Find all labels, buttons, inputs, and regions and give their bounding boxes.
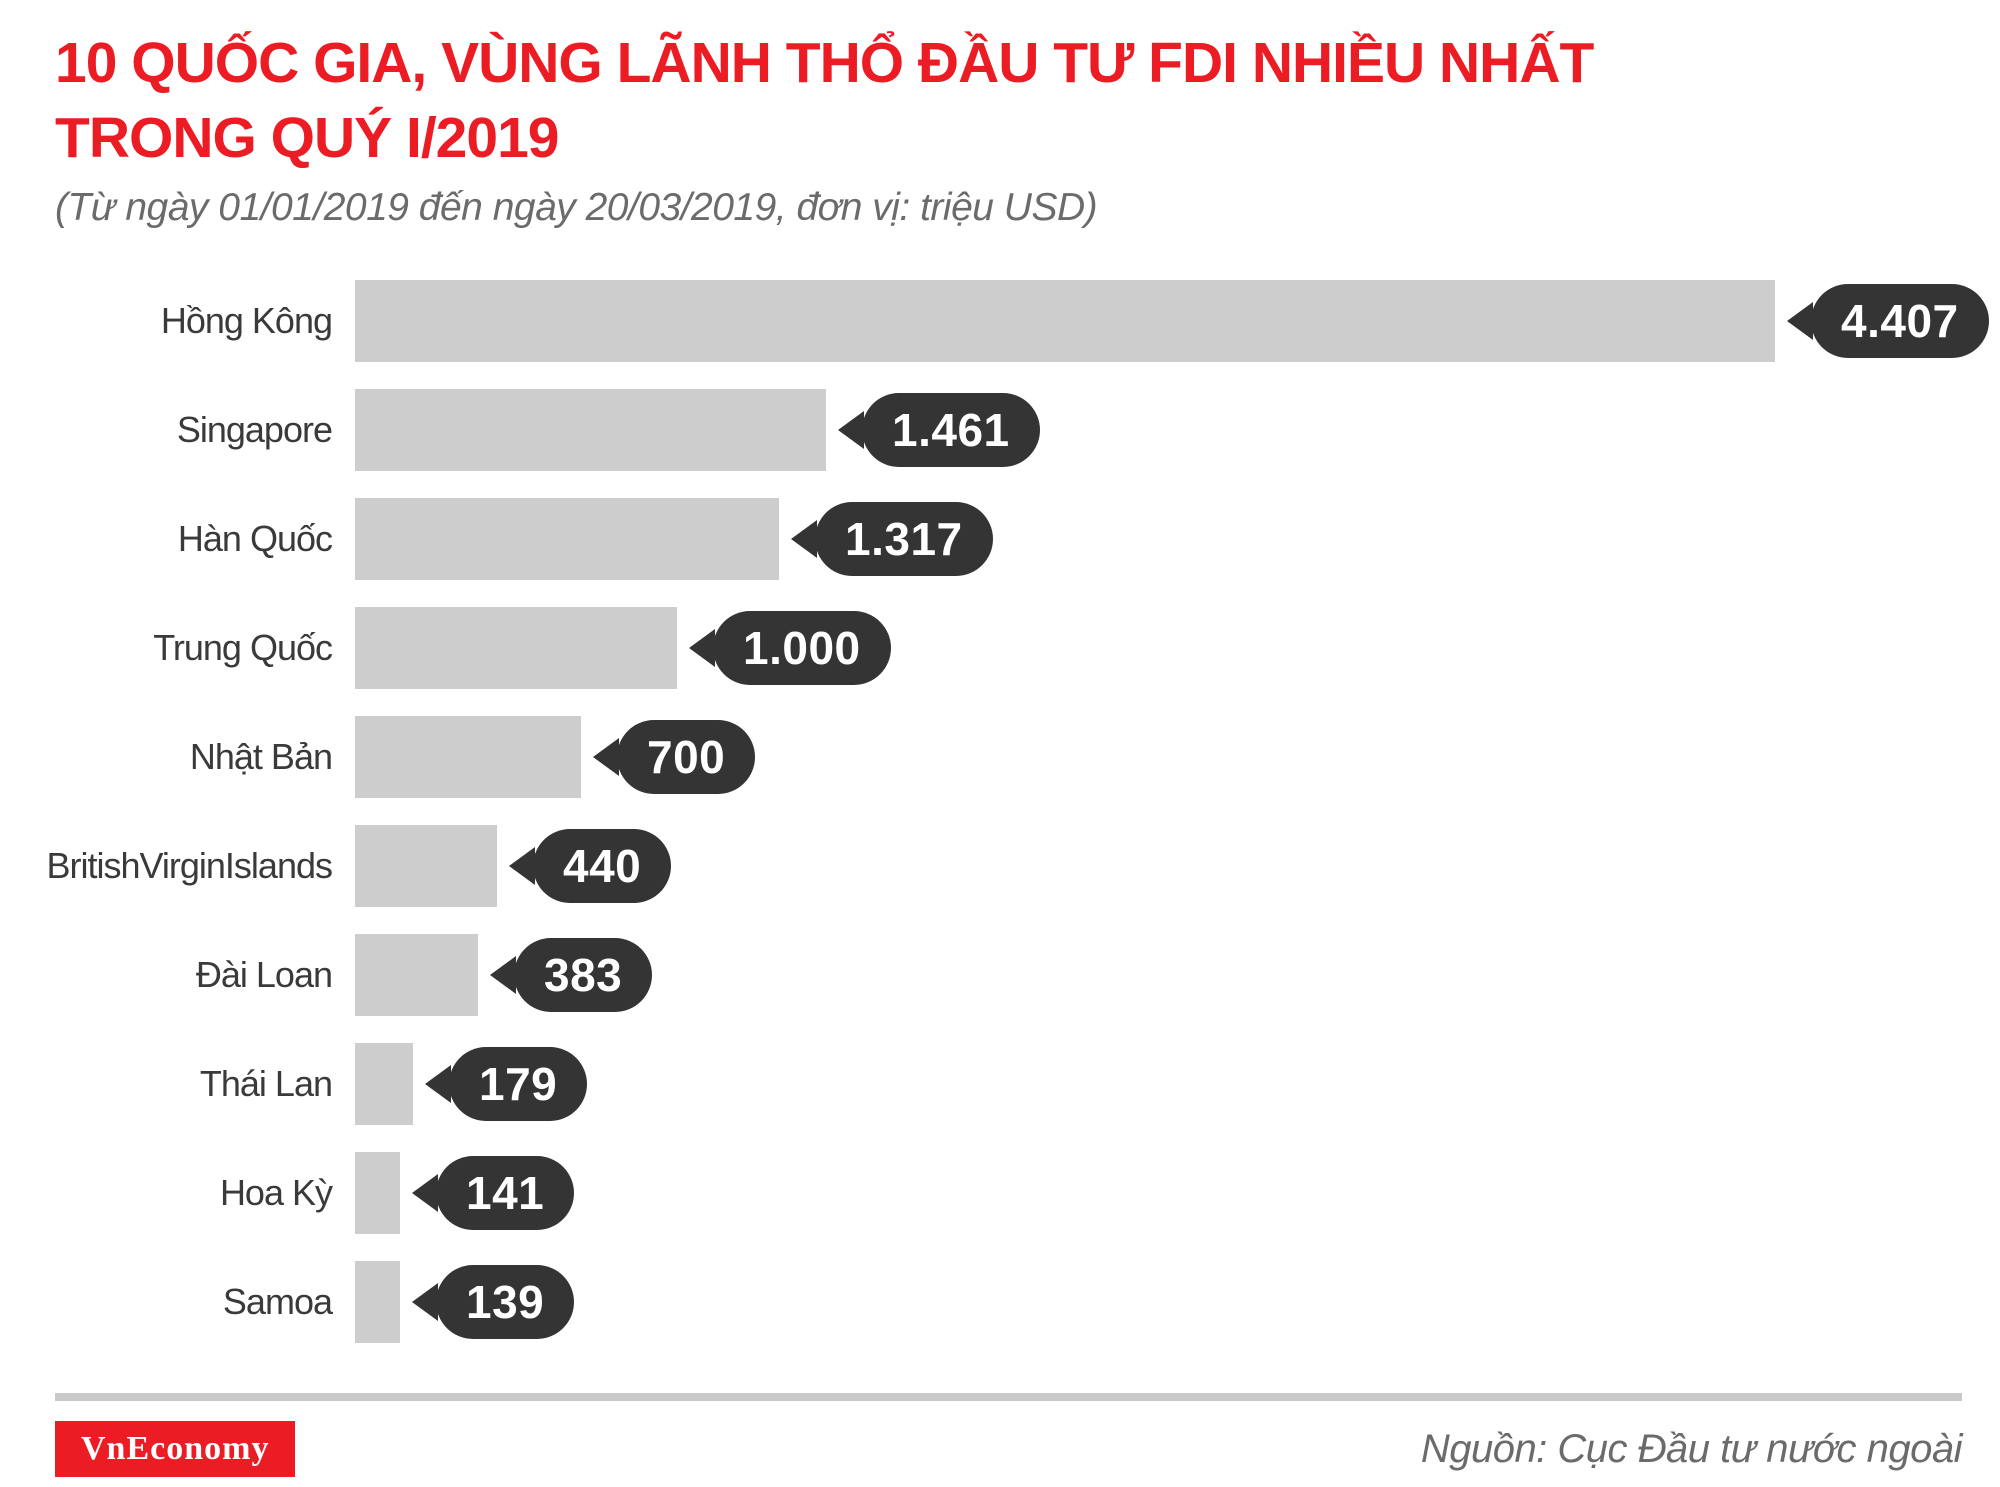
callout-tail-icon xyxy=(509,847,535,886)
footer-bar: VnEconomy Nguồn: Cục Đầu tư nước ngoài xyxy=(55,1421,1963,1477)
vneconomy-logo: VnEconomy xyxy=(55,1421,296,1477)
bar xyxy=(355,280,1775,363)
value-callout: 139 xyxy=(412,1265,575,1340)
bar-zone: 139 xyxy=(355,1261,575,1344)
value-callout: 700 xyxy=(593,720,756,795)
bar-zone: 700 xyxy=(355,716,756,799)
value-callout: 179 xyxy=(425,1047,588,1122)
value-bubble: 1.461 xyxy=(862,393,1040,468)
bar-zone: 1.000 xyxy=(355,607,891,690)
category-label: Đài Loan xyxy=(195,954,333,996)
value-bubble: 141 xyxy=(436,1156,575,1231)
chart-row: BritishVirginIslands 440 xyxy=(0,825,2000,908)
bar-zone: 1.461 xyxy=(355,389,1040,472)
chart-row: Hàn Quốc 1.317 xyxy=(0,498,2000,581)
chart-row: Trung Quốc 1.000 xyxy=(0,607,2000,690)
bar-zone: 179 xyxy=(355,1043,588,1126)
bar-chart: Hồng Kông 4.407 Singapore 1.461 Hàn Quốc 1.31… xyxy=(0,280,2000,1344)
category-label: Hàn Quốc xyxy=(177,518,333,560)
footer-divider xyxy=(55,1393,1962,1401)
chart-row: Samoa 139 xyxy=(0,1261,2000,1344)
value-bubble: 1.317 xyxy=(815,502,993,577)
value-callout: 1.317 xyxy=(791,502,993,577)
chart-row: Thái Lan 179 xyxy=(0,1043,2000,1126)
bar xyxy=(355,716,581,799)
callout-tail-icon xyxy=(593,738,619,777)
source-credit: Nguồn: Cục Đầu tư nước ngoài xyxy=(1420,1426,1963,1471)
value-bubble: 1.000 xyxy=(713,611,891,686)
value-callout: 4.407 xyxy=(1787,284,1989,359)
callout-tail-icon xyxy=(412,1174,438,1213)
value-callout: 1.461 xyxy=(838,393,1040,468)
category-label: Nhật Bản xyxy=(189,736,333,778)
value-callout: 141 xyxy=(412,1156,575,1231)
callout-tail-icon xyxy=(1787,302,1813,341)
bar xyxy=(355,1043,413,1126)
footer: VnEconomy Nguồn: Cục Đầu tư nước ngoài xyxy=(55,1393,1963,1477)
bar xyxy=(355,934,478,1017)
category-label: Trung Quốc xyxy=(153,627,333,669)
callout-tail-icon xyxy=(412,1283,438,1322)
chart-row: Đài Loan 383 xyxy=(0,934,2000,1017)
value-bubble: 700 xyxy=(617,720,756,795)
value-bubble: 440 xyxy=(533,829,672,904)
category-label: Singapore xyxy=(176,409,333,451)
category-label: Hoa Kỳ xyxy=(219,1172,333,1214)
value-bubble: 179 xyxy=(449,1047,588,1122)
value-callout: 1.000 xyxy=(689,611,891,686)
value-bubble: 383 xyxy=(514,938,653,1013)
category-label: BritishVirginIslands xyxy=(46,845,333,887)
chart-subtitle: (Từ ngày 01/01/2019 đến ngày 20/03/2019,… xyxy=(55,186,1098,230)
bar-zone: 440 xyxy=(355,825,672,908)
bar xyxy=(355,498,779,581)
bar-zone: 383 xyxy=(355,934,653,1017)
chart-row: Singapore 1.461 xyxy=(0,389,2000,472)
callout-tail-icon xyxy=(425,1065,451,1104)
callout-tail-icon xyxy=(791,520,817,559)
callout-tail-icon xyxy=(490,956,516,995)
chart-row: Hồng Kông 4.407 xyxy=(0,280,2000,363)
category-label: Thái Lan xyxy=(199,1063,333,1105)
bar-zone: 4.407 xyxy=(355,280,1989,363)
category-label: Hồng Kông xyxy=(160,300,333,342)
page-title: 10 QUỐC GIA, VÙNG LÃNH THỔ ĐẦU TƯ FDI NH… xyxy=(55,31,1594,171)
chart-row: Nhật Bản 700 xyxy=(0,716,2000,799)
chart-row: Hoa Kỳ 141 xyxy=(0,1152,2000,1235)
value-bubble: 4.407 xyxy=(1811,284,1989,359)
bar xyxy=(355,825,497,908)
category-label: Samoa xyxy=(222,1281,333,1323)
header: 10 QUỐC GIA, VÙNG LÃNH THỔ ĐẦU TƯ FDI NH… xyxy=(0,0,2000,230)
bar xyxy=(355,607,677,690)
bar xyxy=(355,389,826,472)
value-callout: 440 xyxy=(509,829,672,904)
bar xyxy=(355,1261,400,1344)
bar xyxy=(355,1152,400,1235)
callout-tail-icon xyxy=(689,629,715,668)
value-callout: 383 xyxy=(490,938,653,1013)
value-bubble: 139 xyxy=(436,1265,575,1340)
bar-zone: 141 xyxy=(355,1152,575,1235)
bar-zone: 1.317 xyxy=(355,498,993,581)
callout-tail-icon xyxy=(838,411,864,450)
